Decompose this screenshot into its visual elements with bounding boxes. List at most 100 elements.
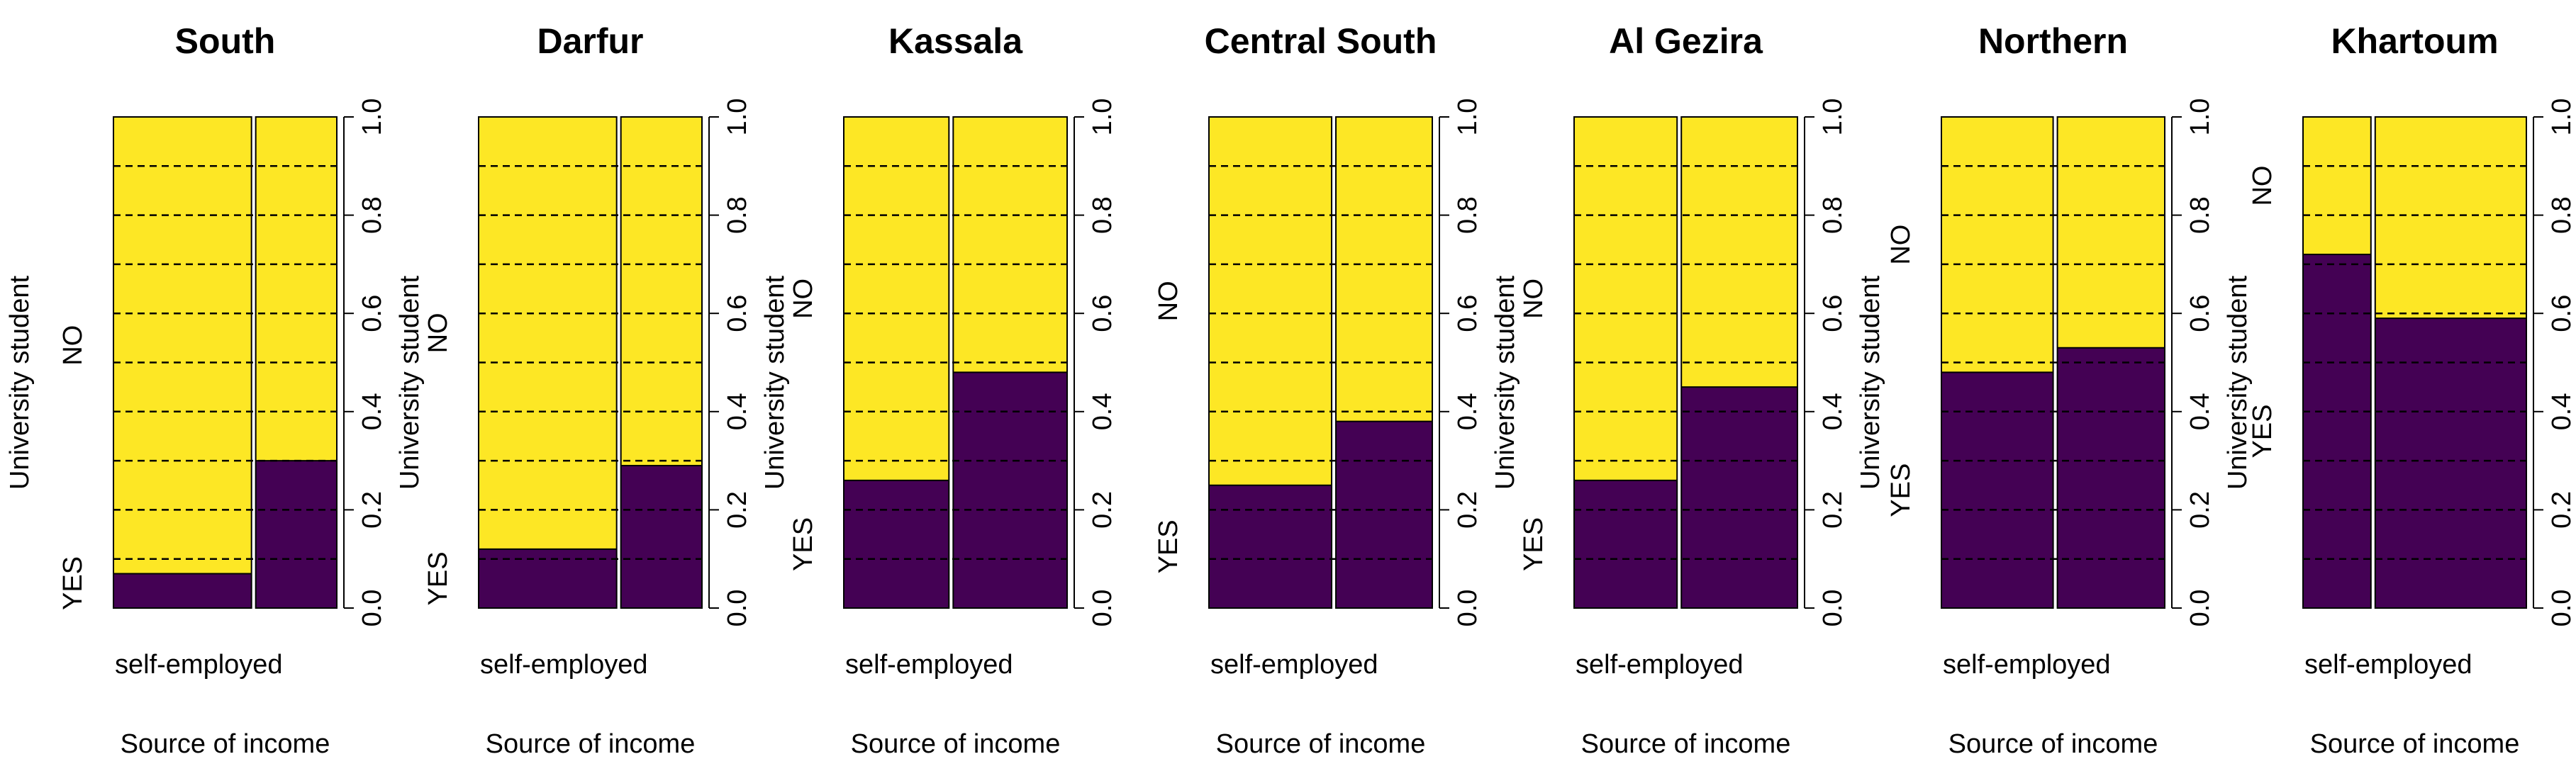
y-tick-label: 0.8	[357, 196, 387, 234]
y-axis-title-right: University student	[395, 276, 425, 490]
x-axis-title: Source of income	[486, 729, 696, 759]
panel-kassala: Kassala 0.0 0.2 0.4 0.6 0.8 1.0 YES NO self-emplo…	[788, 21, 1117, 759]
x-axis-title: Source of income	[1216, 729, 1426, 759]
y-tick-label: 0.0	[2185, 590, 2215, 627]
y-tick-label: 0.4	[1818, 393, 1848, 430]
x-axis-title: Source of income	[851, 729, 1061, 759]
y-tick-label: 0.4	[2547, 393, 2576, 430]
y-tick-label: 0.8	[1088, 196, 1117, 234]
no-segment	[1336, 117, 1432, 422]
y-tick-label: 0.4	[2185, 393, 2215, 430]
panel-title: Northern	[1978, 21, 2128, 61]
x-axis-title: Source of income	[1948, 729, 2158, 759]
no-segment	[620, 117, 702, 466]
y-tick-label: 0.4	[1088, 393, 1117, 430]
y-tick-label: 0.8	[1453, 196, 1483, 234]
y-tick-label: 0.6	[357, 295, 387, 332]
no-segment	[479, 117, 617, 549]
category-label-yes: YES	[1154, 519, 1183, 573]
y-tick-label: 0.2	[1453, 491, 1483, 529]
y-tick-label: 1.0	[1088, 99, 1117, 136]
category-label-no: NO	[1886, 225, 1916, 265]
panel-northern: Northern 0.0 0.2 0.4 0.6 0.8 1.0 University stu…	[1886, 21, 2253, 759]
category-label-yes: YES	[2248, 404, 2277, 458]
category-label-yes: YES	[423, 551, 453, 605]
y-tick-label: 0.2	[723, 491, 752, 529]
y-axis-title-right: University student	[2223, 276, 2253, 490]
no-segment	[2057, 117, 2165, 348]
no-segment	[2375, 117, 2526, 319]
y-tick-label: 0.0	[723, 590, 752, 627]
category-label-yes: YES	[58, 556, 88, 610]
x-axis-title: Source of income	[1581, 729, 1791, 759]
no-segment	[2303, 117, 2371, 255]
yes-segment	[479, 549, 617, 608]
panel-al-gezira: Al Gezira 0.0 0.2 0.4 0.6 0.8 1.0 University st…	[1519, 21, 1885, 759]
yes-segment	[2057, 347, 2165, 608]
no-segment	[953, 117, 1067, 373]
x-axis-title: Source of income	[121, 729, 330, 759]
yes-segment	[1336, 421, 1432, 608]
category-label-no: NO	[788, 279, 818, 319]
category-label-no: NO	[2248, 166, 2277, 206]
category-label-no: NO	[1519, 279, 1549, 319]
y-tick-label: 1.0	[357, 99, 387, 136]
panel-darfur: Darfur 0.0 0.2 0.4 0.6 0.8 1.0 University stude…	[423, 21, 790, 759]
y-tick-label: 0.0	[1818, 590, 1848, 627]
y-axis-title-right: University student	[1856, 276, 1885, 490]
y-tick-label: 0.2	[357, 491, 387, 529]
y-axis-title-right: University student	[1490, 276, 1520, 490]
no-segment	[844, 117, 949, 480]
x-category-label: self-employed	[1576, 650, 1744, 680]
panel-title: Kassala	[888, 21, 1023, 61]
panel-title: Khartoum	[2331, 21, 2498, 61]
panel-title: Al Gezira	[1609, 21, 1763, 61]
y-tick-label: 1.0	[1818, 99, 1848, 136]
no-segment	[255, 117, 337, 461]
yes-segment	[620, 466, 702, 608]
no-segment	[1941, 117, 2053, 373]
panel-south: South 0.0 0.2 0.4 0.6 0.8 1.0 University studen…	[5, 21, 425, 759]
y-tick-label: 0.0	[1453, 590, 1483, 627]
no-segment	[1681, 117, 1797, 388]
x-category-label: self-employed	[115, 650, 283, 680]
yes-segment	[255, 461, 337, 608]
no-segment	[113, 117, 252, 574]
y-tick-label: 0.0	[2547, 590, 2576, 627]
panel-title: Darfur	[537, 21, 643, 61]
yes-segment	[844, 480, 949, 608]
y-tick-label: 0.6	[2547, 295, 2576, 332]
yes-segment	[1681, 387, 1797, 608]
x-category-label: self-employed	[1210, 650, 1378, 680]
x-category-label: self-employed	[480, 650, 648, 680]
panel-title: Central South	[1205, 21, 1437, 61]
y-tick-label: 0.8	[723, 196, 752, 234]
yes-segment	[113, 573, 252, 608]
y-tick-label: 1.0	[2547, 99, 2576, 136]
y-tick-label: 0.0	[357, 590, 387, 627]
panel-title: South	[175, 21, 276, 61]
y-tick-label: 0.2	[2185, 491, 2215, 529]
x-category-label: self-employed	[1943, 650, 2111, 680]
yes-segment	[1209, 485, 1332, 608]
yes-segment	[953, 372, 1067, 608]
y-tick-label: 0.6	[723, 295, 752, 332]
y-tick-label: 0.6	[1818, 295, 1848, 332]
y-tick-label: 1.0	[2185, 99, 2215, 136]
category-label-yes: YES	[788, 517, 818, 571]
y-tick-label: 0.8	[2185, 196, 2215, 234]
y-tick-label: 0.0	[1088, 590, 1117, 627]
y-tick-label: 0.8	[1818, 196, 1848, 234]
category-label-no: NO	[1154, 281, 1183, 321]
no-segment	[1209, 117, 1332, 485]
y-tick-label: 0.2	[2547, 491, 2576, 529]
yes-segment	[1574, 480, 1678, 608]
y-tick-label: 0.6	[1088, 295, 1117, 332]
no-segment	[1574, 117, 1678, 480]
y-tick-label: 0.6	[2185, 295, 2215, 332]
x-category-label: self-employed	[845, 650, 1013, 680]
yes-segment	[2303, 254, 2371, 608]
category-label-no: NO	[58, 325, 88, 366]
y-tick-label: 0.4	[1453, 393, 1483, 430]
